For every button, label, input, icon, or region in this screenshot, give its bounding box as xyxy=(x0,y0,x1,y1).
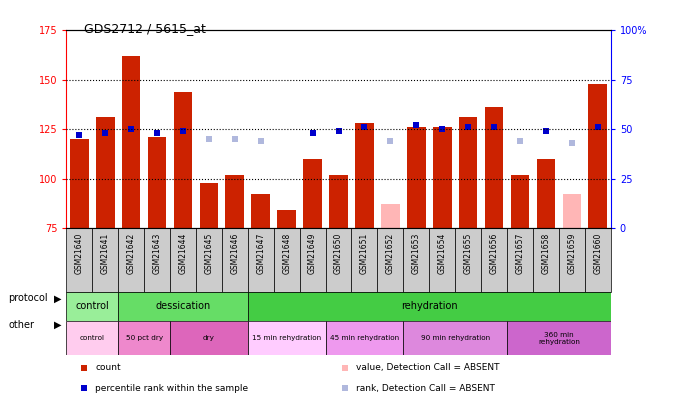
Text: GSM21648: GSM21648 xyxy=(282,233,291,274)
Bar xyxy=(378,228,403,292)
Text: GSM21655: GSM21655 xyxy=(463,233,473,275)
Bar xyxy=(299,228,325,292)
Bar xyxy=(511,175,529,228)
Bar xyxy=(325,321,403,355)
Bar xyxy=(121,56,140,228)
Bar xyxy=(222,228,248,292)
Bar xyxy=(459,117,477,228)
Bar xyxy=(325,228,352,292)
Text: GSM21650: GSM21650 xyxy=(334,233,343,275)
Bar xyxy=(429,228,455,292)
Bar xyxy=(66,292,118,321)
Bar xyxy=(303,159,322,228)
Bar xyxy=(118,228,144,292)
Bar xyxy=(170,321,248,355)
Bar xyxy=(381,204,400,228)
Text: GSM21651: GSM21651 xyxy=(360,233,369,274)
Bar xyxy=(148,137,166,228)
Text: dessication: dessication xyxy=(156,301,211,311)
Text: GSM21646: GSM21646 xyxy=(230,233,239,275)
Text: GSM21658: GSM21658 xyxy=(542,233,551,274)
Bar xyxy=(200,183,218,228)
Bar xyxy=(403,321,507,355)
Bar xyxy=(484,107,503,228)
Bar xyxy=(277,210,296,228)
Bar xyxy=(481,228,507,292)
Text: 15 min rehydration: 15 min rehydration xyxy=(252,335,321,341)
Bar xyxy=(563,194,581,228)
Text: other: other xyxy=(8,320,34,330)
Text: ▶: ▶ xyxy=(54,320,62,330)
Bar xyxy=(274,228,299,292)
Text: GSM21659: GSM21659 xyxy=(567,233,577,275)
Text: protocol: protocol xyxy=(8,294,48,303)
Bar xyxy=(225,175,244,228)
Text: rank, Detection Call = ABSENT: rank, Detection Call = ABSENT xyxy=(357,384,496,392)
Bar xyxy=(433,127,452,228)
Text: GSM21641: GSM21641 xyxy=(101,233,110,274)
Bar xyxy=(537,159,556,228)
Bar xyxy=(352,228,378,292)
Text: GSM21660: GSM21660 xyxy=(593,233,602,275)
Bar xyxy=(144,228,170,292)
Bar xyxy=(355,123,374,228)
Text: control: control xyxy=(75,301,109,311)
Bar xyxy=(248,321,325,355)
Bar xyxy=(533,228,559,292)
Text: dry: dry xyxy=(203,335,215,341)
Text: GSM21654: GSM21654 xyxy=(438,233,447,275)
Bar xyxy=(196,228,222,292)
Bar xyxy=(248,228,274,292)
Bar xyxy=(559,228,585,292)
Bar xyxy=(455,228,481,292)
Bar xyxy=(585,228,611,292)
Text: GSM21645: GSM21645 xyxy=(205,233,214,275)
Text: count: count xyxy=(95,363,121,373)
Text: GSM21643: GSM21643 xyxy=(153,233,161,275)
Bar xyxy=(407,127,426,228)
Text: GSM21649: GSM21649 xyxy=(308,233,317,275)
Text: GSM21652: GSM21652 xyxy=(386,233,395,274)
Bar xyxy=(118,292,248,321)
Bar xyxy=(92,228,118,292)
Bar xyxy=(588,84,607,228)
Text: rehydration: rehydration xyxy=(401,301,458,311)
Text: control: control xyxy=(80,335,105,341)
Text: value, Detection Call = ABSENT: value, Detection Call = ABSENT xyxy=(357,363,500,373)
Bar xyxy=(174,92,193,228)
Text: GSM21644: GSM21644 xyxy=(179,233,188,275)
Text: 50 pct dry: 50 pct dry xyxy=(126,335,163,341)
Bar xyxy=(403,228,429,292)
Text: GDS2712 / 5615_at: GDS2712 / 5615_at xyxy=(84,22,206,35)
Bar xyxy=(507,321,611,355)
Text: GSM21656: GSM21656 xyxy=(489,233,498,275)
Bar xyxy=(329,175,348,228)
Text: GSM21653: GSM21653 xyxy=(412,233,421,275)
Bar xyxy=(96,117,114,228)
Bar xyxy=(118,321,170,355)
Text: GSM21642: GSM21642 xyxy=(126,233,135,274)
Bar xyxy=(66,228,92,292)
Text: 360 min
rehydration: 360 min rehydration xyxy=(538,332,580,345)
Text: 45 min rehydration: 45 min rehydration xyxy=(330,335,399,341)
Bar xyxy=(507,228,533,292)
Text: GSM21647: GSM21647 xyxy=(256,233,265,275)
Bar xyxy=(70,139,89,228)
Text: ▶: ▶ xyxy=(54,294,62,303)
Text: GSM21640: GSM21640 xyxy=(75,233,84,275)
Text: 90 min rehydration: 90 min rehydration xyxy=(421,335,490,341)
Text: percentile rank within the sample: percentile rank within the sample xyxy=(95,384,248,392)
Bar xyxy=(170,228,196,292)
Text: GSM21657: GSM21657 xyxy=(516,233,524,275)
Bar xyxy=(248,292,611,321)
Bar xyxy=(251,194,270,228)
Bar xyxy=(66,321,118,355)
